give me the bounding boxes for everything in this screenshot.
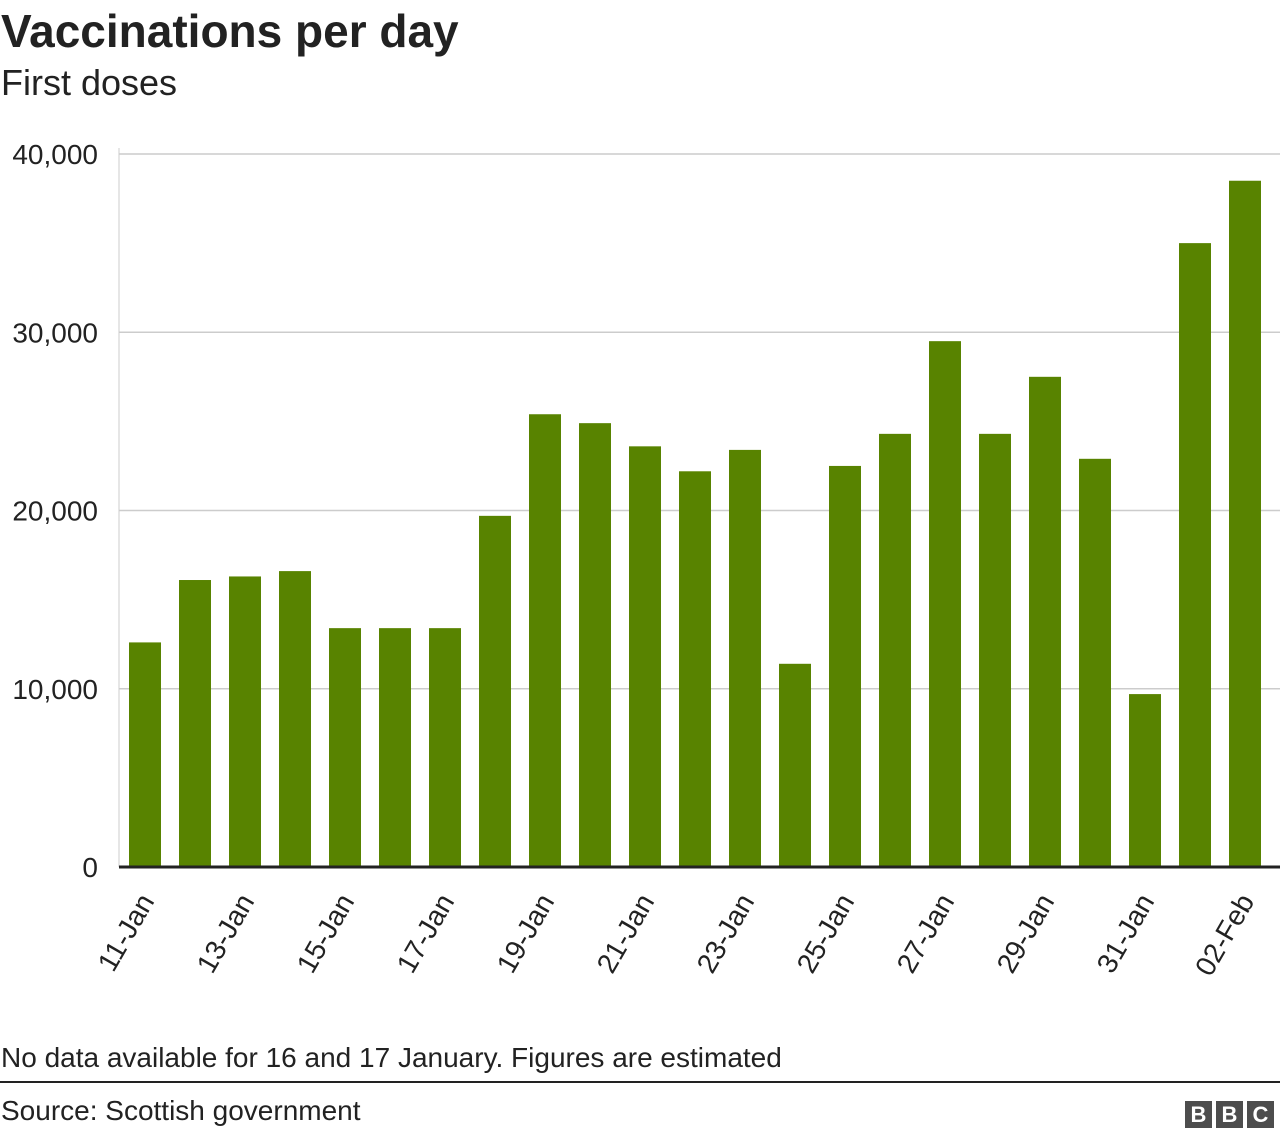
x-tick-label: 29-Jan [991, 889, 1061, 979]
y-tick-label: 10,000 [12, 674, 98, 705]
bar-chart: 0 10,000 20,000 30,000 40,000 11-Jan 13-Jan 15… [12, 139, 1280, 981]
x-tick-label: 27-Jan [891, 889, 961, 979]
x-tick-label: 15-Jan [291, 889, 361, 979]
bars [119, 180, 1280, 869]
x-tick-label: 31-Jan [1091, 889, 1161, 979]
bar-02-feb [1229, 180, 1261, 868]
bar-25-jan [829, 465, 861, 867]
x-tick-label: 17-Jan [391, 889, 461, 979]
bar-30-jan [1079, 458, 1111, 867]
logo-letter-b2: B [1216, 1101, 1243, 1128]
y-axis-ticks: 0 10,000 20,000 30,000 40,000 [12, 139, 98, 883]
logo-letter-c: C [1247, 1101, 1274, 1128]
x-tick-label: 11-Jan [92, 889, 161, 977]
bar-11-jan [129, 642, 161, 867]
bar-20-jan [579, 423, 611, 867]
footer-divider [0, 1081, 1280, 1083]
bar-13-jan [229, 576, 261, 867]
bbc-logo: B B C [1185, 1101, 1274, 1128]
bar-26-jan [879, 433, 911, 867]
bar-27-jan [929, 341, 961, 868]
logo-letter-b1: B [1185, 1101, 1212, 1128]
x-axis-ticks: 11-Jan 13-Jan 15-Jan 17-Jan 19-Jan 21-Jan 23-J… [92, 889, 1261, 981]
chart-note: No data available for 16 and 17 January.… [1, 1042, 782, 1073]
x-tick-label: 21-Jan [591, 889, 661, 979]
chart-subtitle: First doses [1, 62, 178, 103]
bar-17-jan [429, 628, 461, 867]
y-tick-label: 40,000 [12, 139, 98, 170]
bar-01-feb [1179, 243, 1211, 867]
bar-12-jan [179, 580, 211, 867]
bar-31-jan [1129, 694, 1161, 867]
bar-14-jan [279, 571, 311, 867]
bar-29-jan [1029, 376, 1061, 867]
bar-16-jan [379, 628, 411, 867]
bar-15-jan [329, 628, 361, 867]
x-tick-label: 02-Feb [1189, 889, 1260, 981]
chart-title: Vaccinations per day [1, 5, 459, 57]
x-tick-label: 25-Jan [791, 889, 861, 979]
bar-28-jan [979, 433, 1011, 867]
bar-22-jan [679, 471, 711, 867]
bar-21-jan [629, 446, 661, 867]
bar-18-jan [479, 515, 511, 867]
y-tick-label: 0 [82, 852, 98, 883]
source-text: Source: Scottish government [1, 1095, 361, 1126]
x-tick-label: 13-Jan [191, 889, 261, 979]
y-tick-label: 20,000 [12, 496, 98, 527]
bar-19-jan [529, 414, 561, 867]
bar-23-jan [729, 449, 761, 867]
bar-24-jan [779, 663, 811, 867]
y-tick-label: 30,000 [12, 317, 98, 348]
x-tick-label: 19-Jan [491, 889, 561, 979]
x-tick-label: 23-Jan [691, 889, 761, 979]
